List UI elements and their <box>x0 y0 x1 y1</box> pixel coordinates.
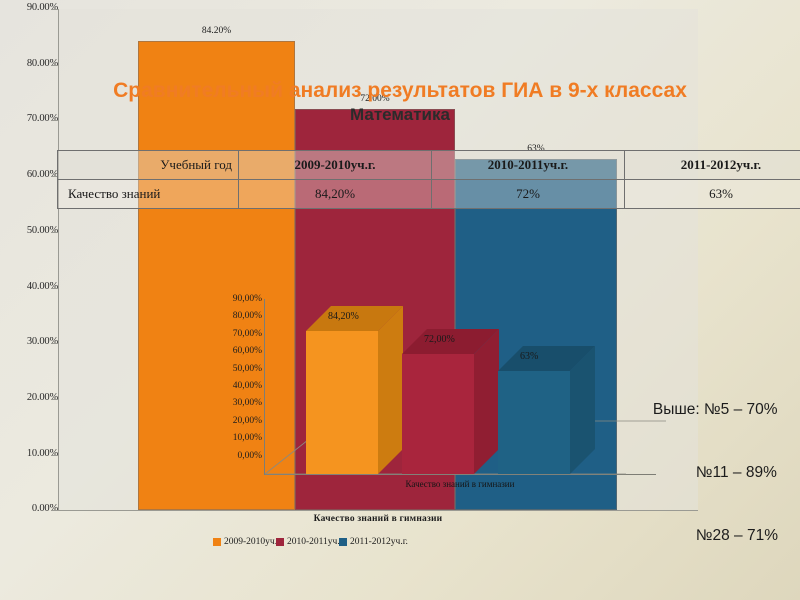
note-line-2: №11 – 89% <box>695 464 777 481</box>
legend-label: 2010-2011уч.г. <box>287 537 345 547</box>
summary-note: Выше: №5 – 70% №11 – 89% №28 – 71% <box>653 357 778 588</box>
outer-tick-mark <box>52 9 58 10</box>
outer-chart-legend: 2009-2010уч.г. 2010-2011уч.г. 2011-2012у… <box>58 537 698 553</box>
inner-ytick-label: 0,00% <box>237 450 262 461</box>
inner-y-axis-line <box>264 299 265 474</box>
inner-ytick-label: 90,00% <box>232 294 262 304</box>
outer-tick-mark <box>52 231 58 233</box>
outer-tick-mark <box>52 454 58 456</box>
outer-ytick-label: 30.00% <box>26 336 58 348</box>
inner-bar-value-label: 63% <box>520 351 539 362</box>
inner-bar-front-face <box>402 354 474 474</box>
outer-ytick-label: 20.00% <box>26 391 58 403</box>
page-title: Сравнительный анализ результатов ГИА в 9… <box>113 79 687 102</box>
inner-ytick-label: 50,00% <box>232 363 262 374</box>
table-header-cell: Учебный год <box>57 150 239 180</box>
outer-tick-mark <box>52 510 58 512</box>
inner-ytick-label: 40,00% <box>232 381 262 391</box>
outer-bar-value-label: 84.20% <box>201 26 232 36</box>
outer-ytick-label: 40.00% <box>26 280 58 292</box>
legend-label: 2011-2012уч.г. <box>350 537 408 547</box>
table-cell: 84,20% <box>238 179 432 209</box>
outer-x-axis-label: Качество знаний в гимназии <box>313 514 443 524</box>
table-header-cell: 2011-2012уч.г. <box>624 150 800 180</box>
inner-bar-2009-2010[interactable]: 84,20% <box>306 306 403 474</box>
outer-tick-mark <box>52 176 58 178</box>
inner-ytick-label: 30,00% <box>232 398 262 409</box>
page-subtitle: Математика <box>350 105 450 124</box>
inner-bar-3d-faces <box>306 306 403 474</box>
inner-ytick-label: 70,00% <box>232 328 262 339</box>
legend-swatch-icon <box>213 538 221 546</box>
outer-tick-mark <box>52 343 58 345</box>
outer-tick-mark <box>52 287 58 289</box>
outer-bar-value-label: 72.00% <box>360 94 390 104</box>
outer-tick-mark <box>52 64 58 66</box>
outer-ytick-label: 90.00% <box>26 2 58 13</box>
table-cell: 63% <box>624 179 800 209</box>
outer-bar-value-label: 63% <box>527 144 545 154</box>
legend-item-2009-2010[interactable]: 2009-2010уч.г. <box>213 537 282 547</box>
table-row: Качество знаний 84,20% 72% 63% <box>57 179 800 209</box>
inner-ytick-label: 20,00% <box>232 415 262 426</box>
outer-ytick-label: 70.00% <box>26 113 58 125</box>
inner-bar-value-label: 84,20% <box>328 311 359 322</box>
inner-ytick-label: 80,00% <box>232 311 262 322</box>
inner-ytick-label: 10,00% <box>232 433 262 444</box>
legend-item-2010-2011[interactable]: 2010-2011уч.г. <box>276 537 345 547</box>
inner-bar-2010-2011[interactable]: 72,00% <box>402 329 499 474</box>
outer-ytick-label: 50.00% <box>26 224 58 236</box>
outer-ytick-label: 0.00% <box>31 503 58 515</box>
inner-ytick-label: 60,00% <box>232 346 262 357</box>
outer-y-axis-line <box>58 9 59 511</box>
outer-ytick-label: 10.00% <box>26 447 58 459</box>
table-header-row: Учебный год 2009-2010уч.г. 2010-2011уч.г… <box>57 150 800 180</box>
legend-swatch-icon <box>339 538 347 546</box>
inner-bar-2011-2012[interactable]: 63% <box>498 346 595 474</box>
inner-bar-front-face <box>306 331 378 474</box>
outer-tick-mark <box>52 398 58 400</box>
legend-item-2011-2012[interactable]: 2011-2012уч.г. <box>339 537 408 547</box>
legend-label: 2009-2010уч.г. <box>224 537 283 547</box>
inner-bar-value-label: 72,00% <box>424 334 455 345</box>
table-header-cell: 2009-2010уч.г. <box>238 150 432 180</box>
legend-swatch-icon <box>276 538 284 546</box>
inner-bar-3d-faces <box>498 346 595 474</box>
note-line-1: Выше: №5 – 70% <box>652 401 778 418</box>
note-line-3: №28 – 71% <box>695 527 778 544</box>
results-table: Учебный год 2009-2010уч.г. 2010-2011уч.г… <box>57 150 800 209</box>
outer-tick-mark <box>52 120 58 122</box>
outer-ytick-label: 60.00% <box>26 169 58 181</box>
inner-x-axis-label: Качество знаний в гимназии <box>405 479 515 489</box>
inner-bar-3d-faces <box>402 329 499 474</box>
outer-x-axis-line <box>58 510 698 511</box>
table-cell: 72% <box>431 179 625 209</box>
table-row-label: Качество знаний <box>57 179 239 209</box>
inner-bar-front-face <box>498 371 570 474</box>
outer-ytick-label: 80.00% <box>26 57 58 69</box>
inner-x-axis-line <box>264 474 656 475</box>
table-header-cell: 2010-2011уч.г. <box>431 150 625 180</box>
inner-bar-chart-3d: 90,00% 80,00% 70,00% 60,00% 50,00% 40,00… <box>196 293 666 508</box>
